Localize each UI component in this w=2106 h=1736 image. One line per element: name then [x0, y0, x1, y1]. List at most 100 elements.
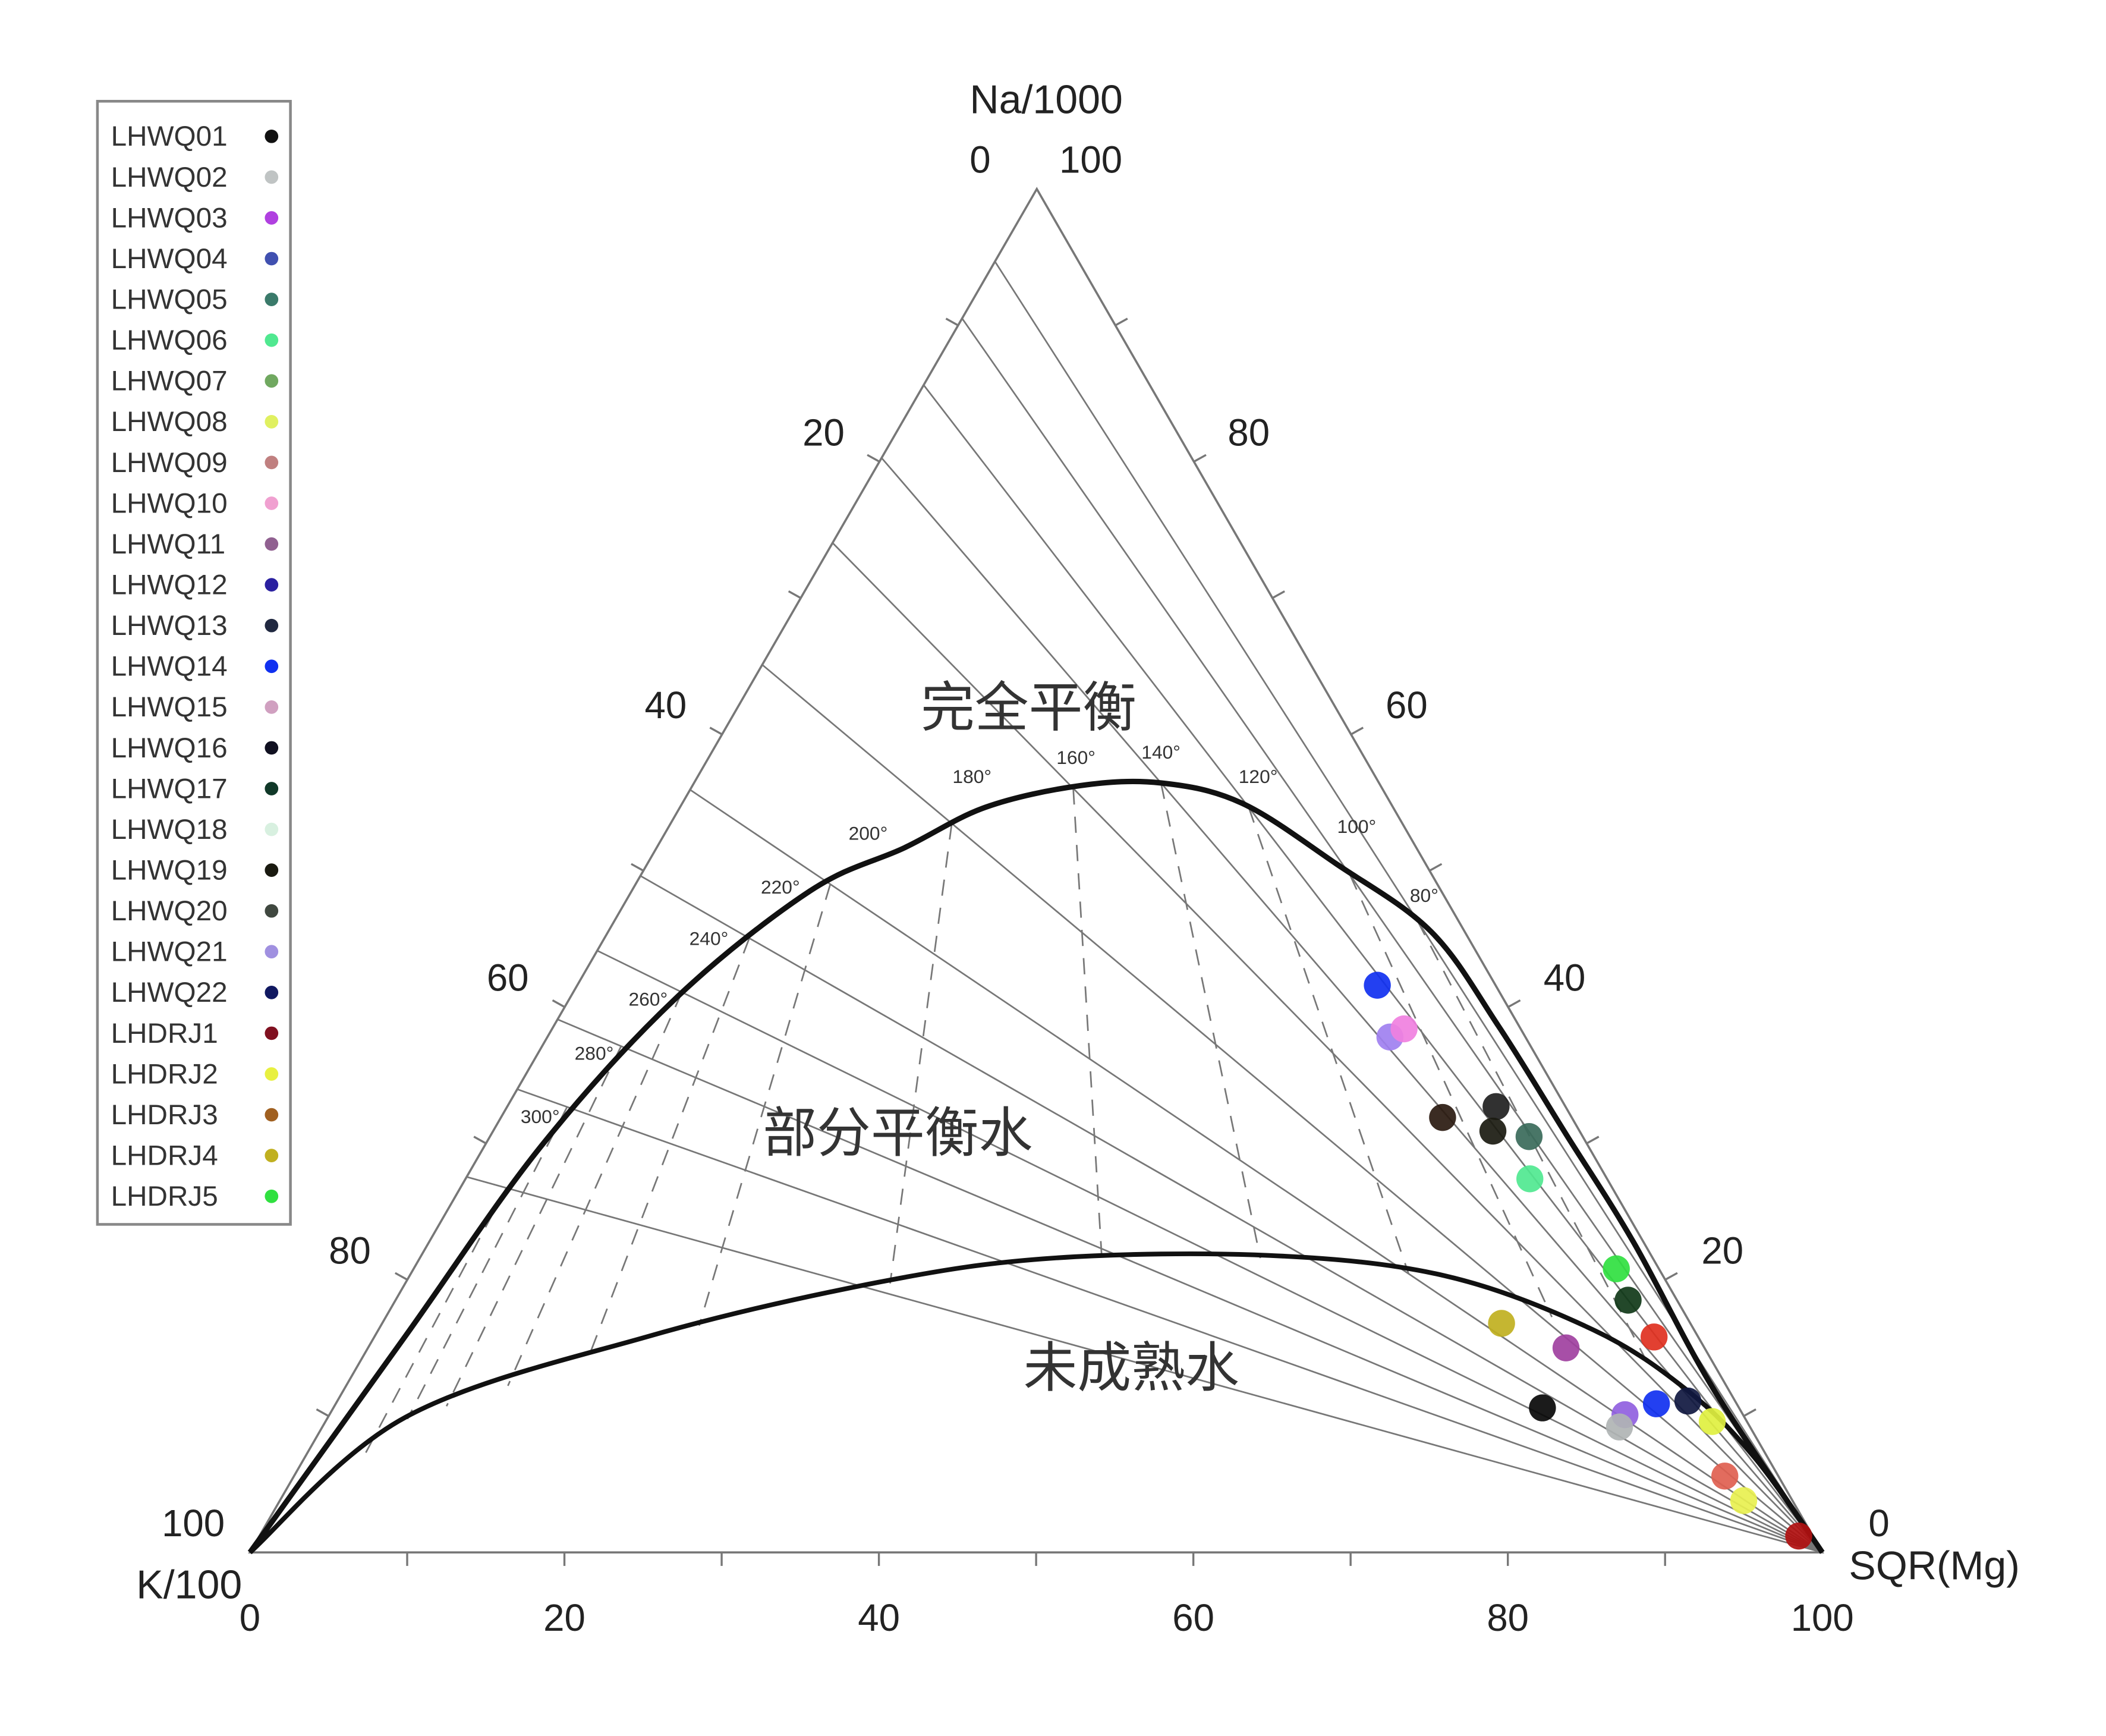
k-mg-isotherm-line: [365, 1187, 508, 1454]
left-axis-tick: [552, 999, 565, 1008]
data-point: [1364, 971, 1391, 999]
legend-marker: [265, 211, 279, 225]
na-k-isotherm-line: [690, 789, 1823, 1553]
legend-marker: [265, 414, 279, 429]
top-axis-label: Na/1000: [969, 77, 1123, 122]
legend-marker: [265, 537, 279, 551]
legend-box: [96, 100, 292, 1226]
data-point: [1516, 1165, 1544, 1193]
legend-marker: [265, 822, 279, 836]
legend-marker: [265, 1026, 279, 1040]
legend-marker: [265, 618, 279, 633]
data-point: [1785, 1522, 1812, 1550]
k-mg-isotherm-line: [587, 938, 750, 1358]
na-k-isotherm-line: [597, 949, 1823, 1553]
data-point: [1711, 1463, 1739, 1490]
isotherm-labels: 300° 280° 260° 240° 220° 200° 180° 160° 140° 120°…: [521, 741, 1438, 1127]
right-tick: 20: [1701, 1229, 1743, 1272]
legend-marker: [265, 659, 279, 674]
data-point: [1698, 1408, 1726, 1435]
left-axis-tick: [473, 1136, 487, 1144]
right-tick: 40: [1544, 957, 1586, 999]
left-axis-label: K/100: [136, 1562, 242, 1607]
data-point: [1529, 1394, 1556, 1421]
legend-marker: [265, 293, 279, 306]
data-point: [1479, 1117, 1507, 1145]
legend-marker: [265, 1108, 279, 1122]
isotherm-label: 300°: [521, 1106, 560, 1127]
full-equilibrium-curve: [247, 778, 1825, 1554]
data-point: [1640, 1323, 1668, 1351]
legend-marker: [265, 170, 279, 184]
zone-label-immature: 未成熟水: [1024, 1337, 1239, 1400]
isotherm-label: 80°: [1410, 885, 1438, 906]
right-axis-tick: [1351, 727, 1364, 735]
legend-label: LHWQ12: [111, 570, 228, 601]
legend-marker: [265, 985, 279, 999]
isotherm-label: 160°: [1056, 747, 1096, 768]
legend-marker: [265, 1189, 279, 1203]
bottom-tick: 80: [1487, 1597, 1529, 1639]
right-axis-tick: [1429, 863, 1443, 872]
legend-label: LHWQ17: [111, 773, 228, 804]
legend-label: LHWQ20: [111, 895, 228, 927]
legend-label: LHWQ18: [111, 814, 228, 845]
na-k-isotherm-line: [923, 384, 1823, 1553]
na-k-isotherm-line: [832, 542, 1823, 1553]
left-tick: 80: [329, 1229, 371, 1272]
legend-label: LHWQ03: [111, 202, 228, 234]
k-mg-isotherm-line: [1072, 788, 1103, 1259]
legend-label: LHDRJ4: [111, 1140, 218, 1172]
k-mg-isotherm-line: [1349, 874, 1553, 1317]
data-point: [1614, 1287, 1642, 1314]
data-point: [1606, 1413, 1633, 1441]
left-tick: 60: [487, 957, 529, 999]
top-tick-zero: 0: [969, 139, 990, 181]
legend-label: LHDRJ3: [111, 1099, 218, 1131]
bottom-tick: 20: [543, 1597, 585, 1639]
legend-label: LHWQ14: [111, 651, 228, 683]
top-tick-hundred: 100: [1059, 139, 1122, 181]
right-axis-label: SQR(Mg): [1849, 1543, 2020, 1589]
right-tick: 80: [1227, 411, 1270, 454]
na-k-isotherm-line: [640, 875, 1823, 1553]
bottom-tick: 100: [1791, 1597, 1854, 1639]
k-mg-isotherm-line: [507, 992, 683, 1386]
legend-marker: [265, 863, 279, 877]
right-tick: 60: [1386, 684, 1428, 727]
data-point: [1552, 1334, 1580, 1361]
k-mg-isotherm-line: [698, 883, 832, 1326]
data-point: [1642, 1390, 1670, 1417]
legend-marker: [265, 700, 279, 714]
legend-label: LHWQ19: [111, 855, 228, 886]
right-axis-tick: [1507, 999, 1521, 1008]
left-axis-tick: [788, 590, 801, 599]
legend-label: LHWQ13: [111, 610, 228, 641]
legend-label: LHWQ01: [111, 121, 228, 152]
data-point: [1429, 1103, 1456, 1131]
left-tick: 100: [162, 1502, 225, 1545]
bottom-tick: 40: [858, 1597, 900, 1639]
legend-label: LHWQ04: [111, 243, 228, 275]
data-point: [1482, 1093, 1510, 1120]
legend-label: LHWQ21: [111, 936, 228, 968]
legend-label: LHWQ08: [111, 406, 228, 438]
k-mg-isotherm-line: [889, 823, 953, 1284]
left-tick: 40: [644, 684, 687, 727]
isotherm-label: 140°: [1141, 741, 1181, 763]
na-k-isotherm-line: [466, 1176, 1823, 1553]
data-point: [1390, 1015, 1418, 1043]
legend-marker: [265, 251, 279, 266]
left-axis-tick: [709, 727, 723, 735]
legend-label: LHDRJ2: [111, 1058, 218, 1090]
legend-label: LHWQ02: [111, 162, 228, 193]
right-axis-tick: [1193, 454, 1207, 463]
na-k-isotherm-line: [961, 317, 1823, 1553]
left-axis-tick: [316, 1408, 329, 1417]
immature-water-curve: [248, 1251, 1824, 1555]
k-mg-isotherm-line: [1160, 782, 1261, 1259]
left-axis-tick: [394, 1272, 408, 1281]
data-point: [1730, 1487, 1758, 1514]
data-point: [1603, 1255, 1630, 1282]
